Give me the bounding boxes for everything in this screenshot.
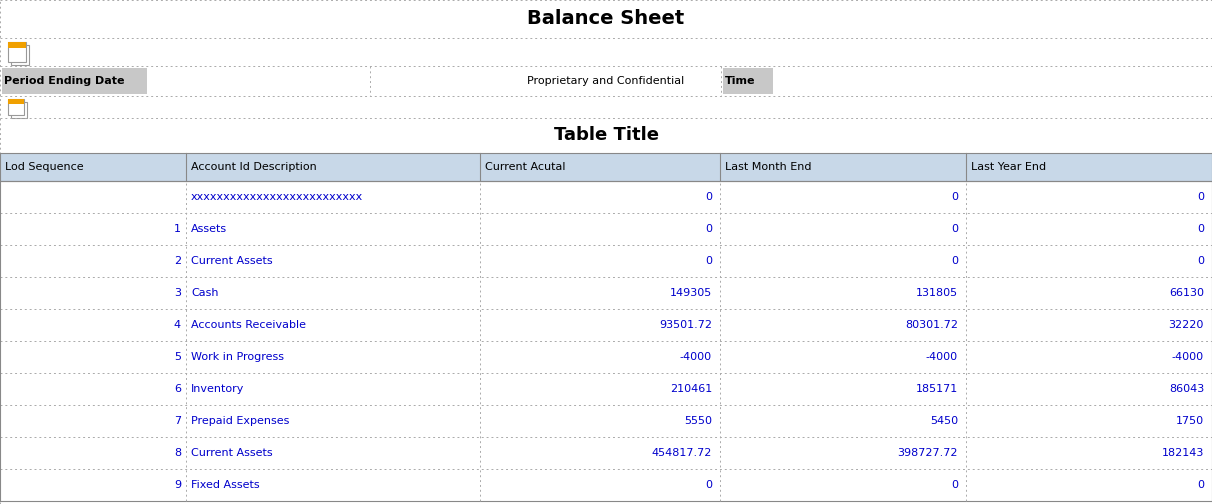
Text: 0: 0	[705, 256, 711, 266]
Text: 80301.72: 80301.72	[905, 320, 957, 330]
Text: Current Acutal: Current Acutal	[485, 162, 566, 172]
Text: 0: 0	[951, 480, 957, 490]
Text: Lod Sequence: Lod Sequence	[5, 162, 84, 172]
Bar	[724, 68, 773, 94]
Text: Last Month End: Last Month End	[725, 162, 812, 172]
Text: 185171: 185171	[916, 384, 957, 394]
Text: 4: 4	[173, 320, 181, 330]
Bar	[2, 68, 147, 94]
Text: -4000: -4000	[926, 352, 957, 362]
Text: 0: 0	[1197, 224, 1204, 234]
Bar	[8, 42, 25, 62]
Text: 1750: 1750	[1176, 416, 1204, 426]
Text: 0: 0	[1197, 192, 1204, 202]
Text: Accounts Receivable: Accounts Receivable	[191, 320, 305, 330]
Text: Period Ending Date: Period Ending Date	[4, 76, 125, 86]
Text: 0: 0	[951, 256, 957, 266]
Text: 5: 5	[175, 352, 181, 362]
Text: 0: 0	[951, 192, 957, 202]
Bar	[8, 42, 25, 48]
Text: 454817.72: 454817.72	[652, 448, 711, 458]
Text: Current Assets: Current Assets	[191, 256, 273, 266]
Text: Time: Time	[725, 76, 755, 86]
Text: Prepaid Expenses: Prepaid Expenses	[191, 416, 290, 426]
Text: Work in Progress: Work in Progress	[191, 352, 284, 362]
Text: Last Year End: Last Year End	[971, 162, 1046, 172]
Bar	[0, 153, 1212, 181]
Text: 182143: 182143	[1161, 448, 1204, 458]
Text: Assets: Assets	[191, 224, 227, 234]
Bar	[11, 45, 29, 65]
Text: 0: 0	[705, 480, 711, 490]
Text: 0: 0	[1197, 480, 1204, 490]
Text: 9: 9	[173, 480, 181, 490]
Text: Table Title: Table Title	[554, 127, 658, 145]
Text: 32220: 32220	[1168, 320, 1204, 330]
Text: 6: 6	[175, 384, 181, 394]
Bar	[8, 99, 24, 104]
Bar	[11, 102, 27, 118]
Text: 210461: 210461	[670, 384, 711, 394]
Text: 8: 8	[173, 448, 181, 458]
Text: -4000: -4000	[1172, 352, 1204, 362]
Text: 5450: 5450	[930, 416, 957, 426]
Text: 398727.72: 398727.72	[898, 448, 957, 458]
Text: Balance Sheet: Balance Sheet	[527, 10, 685, 29]
Text: 86043: 86043	[1168, 384, 1204, 394]
Text: 3: 3	[175, 288, 181, 298]
Text: 1: 1	[175, 224, 181, 234]
Text: 149305: 149305	[670, 288, 711, 298]
Text: 0: 0	[1197, 256, 1204, 266]
Text: Cash: Cash	[191, 288, 218, 298]
Text: Proprietary and Confidential: Proprietary and Confidential	[527, 76, 685, 86]
Text: Inventory: Inventory	[191, 384, 245, 394]
Text: 5550: 5550	[684, 416, 711, 426]
Text: xxxxxxxxxxxxxxxxxxxxxxxxxx: xxxxxxxxxxxxxxxxxxxxxxxxxx	[191, 192, 364, 202]
Bar	[8, 99, 24, 115]
Text: 131805: 131805	[916, 288, 957, 298]
Text: 66130: 66130	[1170, 288, 1204, 298]
Text: 7: 7	[173, 416, 181, 426]
Text: 0: 0	[705, 192, 711, 202]
Text: 93501.72: 93501.72	[659, 320, 711, 330]
Text: Fixed Assets: Fixed Assets	[191, 480, 259, 490]
Text: Account Id Description: Account Id Description	[191, 162, 316, 172]
Text: 0: 0	[705, 224, 711, 234]
Text: Current Assets: Current Assets	[191, 448, 273, 458]
Text: 0: 0	[951, 224, 957, 234]
Text: -4000: -4000	[680, 352, 711, 362]
Text: 2: 2	[173, 256, 181, 266]
